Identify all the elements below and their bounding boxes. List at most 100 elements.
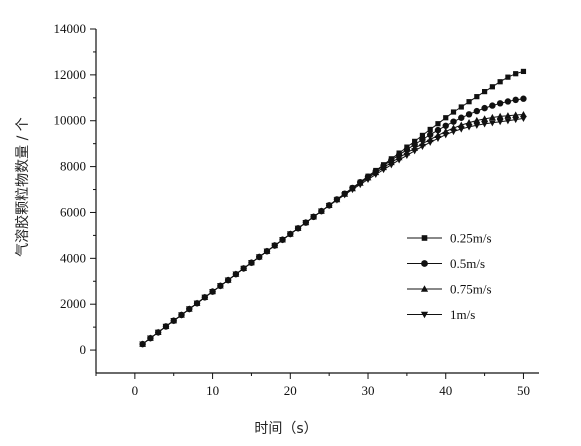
data-point	[232, 271, 240, 278]
data-point	[317, 208, 325, 215]
chart-axes	[95, 29, 539, 374]
data-point	[279, 237, 286, 244]
y-tick-label: 2000	[60, 296, 86, 311]
y-axis-title: 气溶胶颗粒物数量 / 个	[14, 117, 31, 257]
y-tick-label: 4000	[60, 250, 86, 265]
data-point	[395, 157, 403, 164]
data-point	[513, 71, 519, 77]
data-point	[504, 118, 512, 125]
series-3	[139, 115, 527, 348]
data-point	[372, 171, 380, 178]
data-point	[349, 186, 356, 194]
data-point	[387, 162, 395, 169]
y-tick-label: 6000	[60, 204, 86, 219]
data-point	[520, 115, 527, 123]
data-point	[333, 197, 341, 204]
data-point	[497, 79, 503, 85]
data-point	[154, 329, 162, 337]
data-point	[496, 100, 504, 107]
data-point	[170, 318, 178, 325]
data-point	[520, 95, 527, 102]
legend-item: 0.5m/s	[407, 256, 485, 271]
data-point	[520, 68, 527, 75]
data-point	[465, 118, 473, 126]
data-point	[325, 202, 333, 210]
data-point	[458, 104, 464, 110]
data-point	[496, 119, 504, 126]
data-point	[427, 126, 433, 133]
legend-label: 0.25m/s	[450, 231, 492, 246]
data-point	[380, 166, 387, 174]
data-point	[224, 277, 232, 284]
data-point	[193, 300, 201, 307]
data-point	[426, 139, 434, 146]
x-tick-label: 20	[284, 383, 297, 398]
data-point	[457, 121, 465, 128]
legend-item: 0.75m/s	[407, 282, 492, 297]
data-point	[473, 107, 481, 115]
data-point	[356, 181, 364, 189]
data-point	[263, 248, 271, 255]
data-point	[419, 143, 426, 151]
data-point	[465, 124, 473, 131]
y-tick-label: 12000	[54, 67, 87, 82]
data-point	[185, 306, 193, 313]
data-point	[466, 99, 472, 105]
data-point	[457, 126, 465, 133]
data-point	[450, 128, 457, 136]
y-tick-label: 10000	[54, 113, 87, 128]
data-point	[419, 136, 426, 143]
data-point	[489, 84, 495, 90]
data-point	[255, 254, 263, 261]
legend-marker	[421, 260, 428, 267]
data-point	[178, 312, 185, 319]
data-point	[240, 265, 248, 273]
data-point	[442, 132, 450, 139]
data-point	[216, 283, 224, 290]
legend-marker	[420, 285, 429, 292]
legend-label: 0.75m/s	[450, 282, 492, 297]
data-point	[473, 116, 481, 124]
data-point	[302, 219, 310, 227]
data-point	[505, 74, 511, 80]
data-point	[411, 148, 419, 155]
data-point	[481, 104, 488, 112]
legend-label: 0.5m/s	[450, 256, 485, 271]
data-point	[488, 113, 496, 121]
legend-marker	[420, 311, 429, 319]
data-point	[504, 112, 512, 119]
data-point	[341, 192, 349, 199]
data-point	[481, 121, 488, 128]
legend-label: 1m/s	[450, 307, 475, 322]
data-point	[147, 335, 154, 342]
x-axis-title: 时间（s）	[254, 421, 317, 437]
legend-marker	[421, 235, 428, 241]
data-point	[419, 132, 426, 139]
data-point	[403, 152, 411, 159]
data-point	[412, 138, 418, 144]
data-point	[411, 141, 418, 148]
data-point	[488, 120, 496, 127]
data-point	[520, 110, 527, 118]
data-point	[442, 122, 449, 129]
data-point	[294, 225, 302, 232]
data-point	[443, 115, 449, 121]
data-point	[465, 111, 473, 118]
data-point	[435, 121, 441, 127]
x-tick-label: 10	[206, 383, 219, 398]
data-point	[310, 214, 318, 221]
data-point	[426, 131, 434, 138]
x-tick-label: 30	[362, 383, 375, 398]
data-point	[139, 341, 147, 348]
legend-item: 0.25m/s	[407, 231, 492, 246]
data-point	[481, 115, 488, 122]
data-point	[512, 111, 520, 118]
data-point	[489, 102, 496, 109]
chart-legend: 0.25m/s 0.5m/s 0.75m/s 1m/s	[407, 231, 492, 322]
y-tick-label: 14000	[54, 21, 87, 36]
data-point	[450, 118, 457, 125]
data-point	[364, 176, 372, 184]
data-point	[434, 135, 442, 142]
data-point	[286, 231, 294, 238]
data-point	[496, 112, 504, 119]
